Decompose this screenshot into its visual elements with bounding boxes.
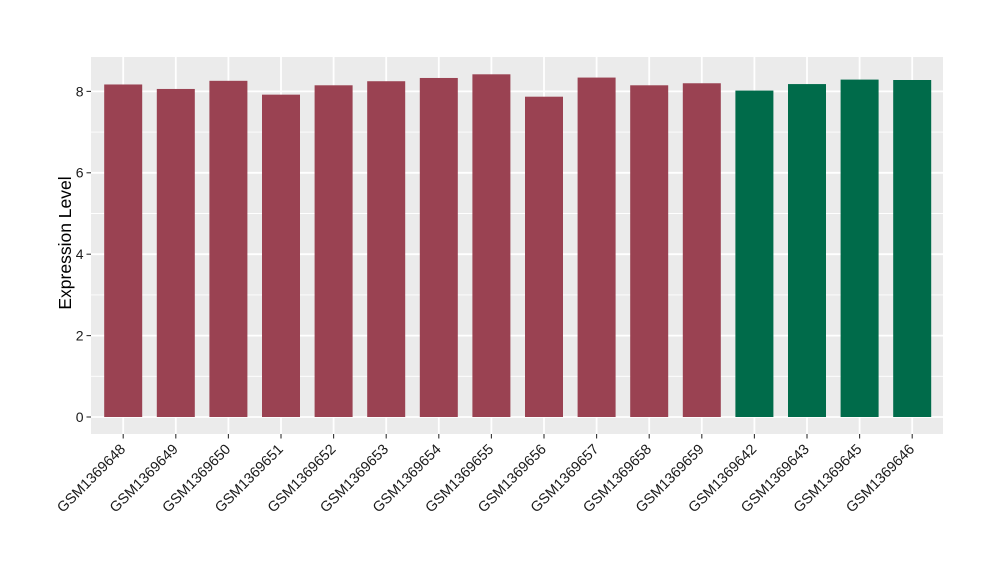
bar-GSM1369652 bbox=[314, 85, 353, 418]
x-axis-tick-labels: GSM1369648GSM1369649GSM1369650GSM1369651… bbox=[54, 442, 918, 517]
y-axis-title: Expression Level bbox=[55, 176, 75, 309]
bar-GSM1369645 bbox=[840, 79, 879, 418]
bar-GSM1369659 bbox=[682, 83, 721, 417]
bar-GSM1369648 bbox=[104, 84, 143, 417]
y-tick-label: 8 bbox=[76, 83, 84, 99]
y-tick-label: 0 bbox=[76, 409, 84, 425]
bar-GSM1369650 bbox=[209, 80, 248, 418]
bar-GSM1369656 bbox=[525, 96, 563, 417]
y-axis-tick-labels: 0 2 4 6 8 bbox=[76, 83, 84, 425]
bar-GSM1369646 bbox=[893, 80, 932, 417]
y-tick-label: 4 bbox=[76, 246, 84, 262]
bar-GSM1369654 bbox=[419, 77, 458, 418]
bars bbox=[104, 74, 932, 418]
bar-GSM1369649 bbox=[156, 88, 195, 417]
y-tick-label: 6 bbox=[76, 165, 84, 181]
y-tick-label: 2 bbox=[76, 328, 84, 344]
bar-GSM1369658 bbox=[630, 85, 669, 418]
bar-GSM1369643 bbox=[788, 84, 826, 417]
bar-GSM1369655 bbox=[472, 74, 511, 417]
bar-GSM1369653 bbox=[367, 81, 406, 417]
bar-GSM1369657 bbox=[577, 77, 616, 417]
axis-tick-marks bbox=[86, 90, 913, 439]
bar-GSM1369642 bbox=[735, 90, 774, 417]
bar-GSM1369651 bbox=[262, 94, 300, 417]
